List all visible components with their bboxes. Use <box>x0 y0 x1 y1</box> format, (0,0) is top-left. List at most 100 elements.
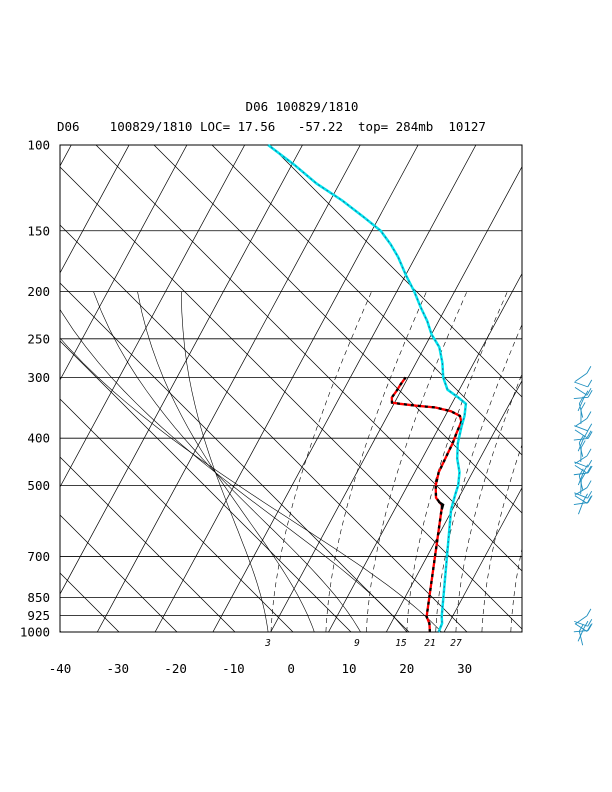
wind-barb-flag <box>578 435 584 443</box>
dry-adiabat-line <box>153 145 522 514</box>
series-line-dots <box>267 144 467 633</box>
wind-barb <box>574 379 593 388</box>
isotherm-line <box>60 145 72 167</box>
wind-barb <box>574 423 593 432</box>
temperature-tick-label: 0 <box>287 661 295 676</box>
wind-barb-shaft <box>574 464 588 474</box>
dry-adiabat-line <box>269 145 522 398</box>
plot-border <box>59 144 523 633</box>
wind-barb-shaft <box>573 472 589 476</box>
wind-barb-flag <box>587 495 593 503</box>
wind-barb <box>577 620 589 642</box>
pressure-label: 500 <box>27 478 50 493</box>
wind-barb-shaft <box>577 627 585 642</box>
series-line-dashes <box>390 376 463 633</box>
dry-adiabat-line <box>60 340 352 632</box>
pressure-label: 1000 <box>20 625 50 640</box>
temperature-tick-label: -10 <box>222 661 245 676</box>
temperature-tick-label: -40 <box>49 661 72 676</box>
wind-barb-shaft <box>574 495 588 504</box>
wind-barb-flag <box>583 464 589 472</box>
wind-barb-flag <box>586 480 592 488</box>
wind-barb-shaft <box>574 615 588 625</box>
wind-barb-shaft <box>574 461 588 468</box>
wind-barb-flag <box>587 465 593 474</box>
pressure-label: 150 <box>27 223 50 238</box>
pressure-label: 250 <box>27 331 50 346</box>
wind-barb-shaft <box>578 500 584 515</box>
mixing-ratio-label: 21 <box>424 638 435 649</box>
isotherm-line <box>60 145 188 381</box>
wind-barb <box>574 464 592 474</box>
wind-barb <box>574 411 592 427</box>
wind-barb <box>574 366 592 382</box>
isotherm-line <box>60 145 130 274</box>
wind-barb-shaft <box>573 630 589 633</box>
isotherm-line <box>96 145 361 632</box>
chart-title: D06 100829/1810 <box>246 99 359 114</box>
plot-area <box>60 145 522 632</box>
wind-barb <box>574 448 592 464</box>
wind-barb-flag <box>580 402 586 410</box>
moist-adiabat-curve <box>60 337 442 632</box>
mixing-ratio-line <box>510 546 522 632</box>
wind-barb <box>577 390 589 412</box>
wind-barb <box>574 480 592 496</box>
wind-barb <box>577 464 589 486</box>
pressure-label: 300 <box>27 370 50 385</box>
wind-barb-flag <box>587 623 593 631</box>
moist-adiabat-curve <box>181 291 269 632</box>
dry-adiabat-line <box>60 282 410 632</box>
moist-adiabat-curve <box>60 308 408 632</box>
wind-barb-shaft <box>573 396 589 399</box>
isotherm-line <box>212 145 477 632</box>
mixing-ratio-line <box>406 291 508 632</box>
isotherm-line <box>443 487 522 632</box>
wind-barb-flag <box>583 493 588 501</box>
wind-barb-shaft <box>574 418 588 427</box>
wind-barb <box>574 608 592 625</box>
temperature-tick-label: 20 <box>399 661 414 676</box>
mixing-ratio-line <box>481 443 522 632</box>
wind-barb <box>577 430 589 452</box>
wind-barb <box>573 623 593 633</box>
dry-adiabat-line <box>60 166 522 630</box>
wind-barb-flag <box>578 396 584 404</box>
wind-barb <box>574 386 592 396</box>
wind-barb-shaft <box>573 502 589 506</box>
wind-barb-flag <box>587 379 593 388</box>
dry-adiabat-line <box>211 145 522 456</box>
mixing-ratio-line <box>366 291 468 632</box>
wind-barb-flag <box>586 411 592 419</box>
pressure-label: 700 <box>27 549 50 564</box>
isotherm-line <box>270 166 522 632</box>
isotherm-line <box>154 145 419 632</box>
dry-adiabat-line <box>60 514 178 632</box>
wind-barb <box>578 624 584 646</box>
pressure-label: 925 <box>27 608 50 623</box>
wind-barb-shaft <box>574 386 588 396</box>
wind-barb-flag <box>583 620 589 629</box>
pressure-label: 100 <box>27 138 50 153</box>
wind-barb-flag <box>587 619 593 627</box>
mixing-ratio-line <box>270 291 372 632</box>
wind-barb-shaft <box>577 437 585 452</box>
wind-barb <box>573 390 593 399</box>
wind-barb-flag <box>586 366 592 374</box>
temperature-tick-label: -30 <box>107 661 130 676</box>
isotherm-line <box>328 273 522 632</box>
wind-barb-flag <box>587 390 593 398</box>
wind-barb-shaft <box>574 381 588 388</box>
moist-adiabat-curve <box>137 291 315 632</box>
isotherm-line <box>385 380 522 632</box>
wind-barb-shaft <box>577 397 585 412</box>
dry-adiabat-line <box>60 572 120 632</box>
mixing-ratio-label: 15 <box>395 638 407 649</box>
isotherm-line <box>60 145 246 488</box>
wind-barb-flag <box>586 430 592 438</box>
isotherm-line <box>60 145 303 595</box>
wind-barb-shaft <box>574 455 588 464</box>
wind-barb-shaft <box>574 425 588 432</box>
